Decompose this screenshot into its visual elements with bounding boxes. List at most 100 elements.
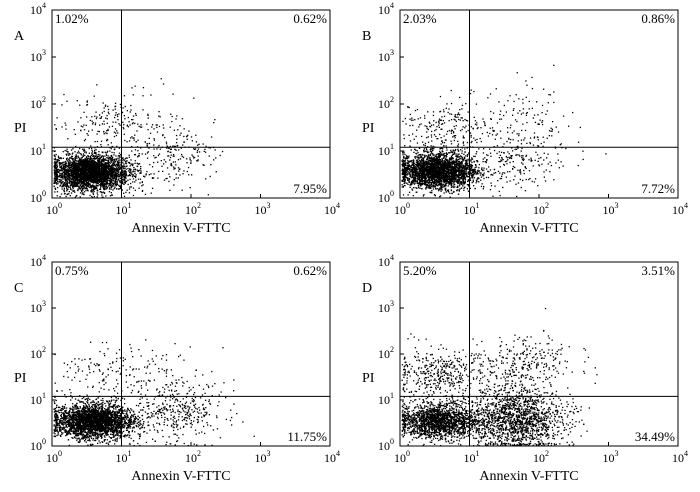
data-point xyxy=(96,179,98,182)
data-point xyxy=(95,179,97,181)
data-point xyxy=(134,176,137,179)
data-point xyxy=(404,157,406,159)
data-point xyxy=(99,124,101,126)
data-point xyxy=(102,164,104,166)
data-point xyxy=(76,184,78,186)
data-point xyxy=(120,184,122,186)
data-point xyxy=(413,159,415,161)
data-point xyxy=(102,102,104,104)
data-point xyxy=(65,164,68,166)
data-point xyxy=(94,122,97,124)
data-point xyxy=(66,159,68,161)
data-point xyxy=(92,162,94,164)
data-point xyxy=(83,151,86,153)
data-point xyxy=(89,171,91,173)
data-point xyxy=(130,104,132,107)
data-point xyxy=(108,126,111,128)
data-point xyxy=(55,164,58,166)
data-point xyxy=(471,164,473,166)
data-point xyxy=(445,179,447,181)
data-point xyxy=(76,160,78,162)
data-point xyxy=(140,124,142,126)
data-point xyxy=(478,170,480,172)
data-point xyxy=(59,172,61,175)
data-point xyxy=(81,172,83,174)
data-point xyxy=(95,167,97,169)
data-point xyxy=(95,153,97,155)
data-point xyxy=(61,175,63,177)
data-point xyxy=(121,165,123,167)
data-point xyxy=(116,188,118,190)
data-point xyxy=(116,165,119,167)
data-point xyxy=(81,156,84,158)
data-point xyxy=(124,173,126,175)
data-point xyxy=(492,174,494,176)
data-point xyxy=(108,161,110,163)
data-point xyxy=(168,180,170,183)
data-point xyxy=(202,164,204,166)
data-point xyxy=(128,140,131,142)
data-point xyxy=(75,181,78,183)
data-point xyxy=(71,180,73,183)
data-point xyxy=(109,175,112,177)
data-point xyxy=(102,176,104,178)
data-point xyxy=(91,175,94,178)
data-point xyxy=(76,157,78,160)
data-point xyxy=(134,160,136,162)
data-point xyxy=(54,188,57,190)
data-point xyxy=(104,168,107,170)
data-point xyxy=(454,174,457,176)
data-point xyxy=(84,179,87,181)
data-point xyxy=(101,166,103,168)
data-point xyxy=(53,155,56,157)
data-point xyxy=(158,144,160,147)
data-point xyxy=(83,183,85,185)
data-point xyxy=(56,179,58,181)
data-point xyxy=(81,164,84,166)
data-point xyxy=(408,160,410,162)
data-point xyxy=(121,159,123,161)
data-point xyxy=(60,179,63,181)
data-point xyxy=(65,180,67,182)
data-point xyxy=(84,157,86,160)
data-point xyxy=(81,186,84,188)
data-point xyxy=(123,160,125,162)
data-point xyxy=(70,180,72,182)
data-point xyxy=(99,175,102,177)
data-point xyxy=(67,167,69,169)
data-point xyxy=(432,185,434,187)
y-tick-base: 10 xyxy=(30,144,42,158)
data-point xyxy=(85,168,87,170)
data-point xyxy=(107,160,109,162)
data-point xyxy=(115,172,117,174)
data-point xyxy=(121,189,123,191)
data-point xyxy=(74,133,76,135)
data-point xyxy=(176,138,178,140)
data-point xyxy=(86,167,88,169)
data-point xyxy=(86,104,88,106)
data-point xyxy=(91,181,93,183)
data-point xyxy=(82,162,84,164)
data-point xyxy=(194,148,197,150)
data-point xyxy=(69,186,71,188)
data-point xyxy=(74,160,76,162)
data-point xyxy=(109,167,111,169)
data-point xyxy=(124,165,126,167)
data-point xyxy=(168,173,170,175)
data-point xyxy=(110,170,112,172)
data-point xyxy=(196,160,198,162)
data-point xyxy=(421,160,423,162)
data-point xyxy=(54,187,56,189)
data-point xyxy=(101,123,103,125)
data-point xyxy=(91,149,93,152)
data-point xyxy=(84,162,86,164)
data-point xyxy=(463,167,465,169)
data-point xyxy=(104,171,106,173)
data-point xyxy=(170,148,172,150)
data-point xyxy=(73,172,76,174)
data-point xyxy=(108,165,110,167)
data-point xyxy=(82,184,84,187)
data-point xyxy=(91,151,94,153)
data-point xyxy=(91,185,93,187)
data-point xyxy=(110,159,112,161)
